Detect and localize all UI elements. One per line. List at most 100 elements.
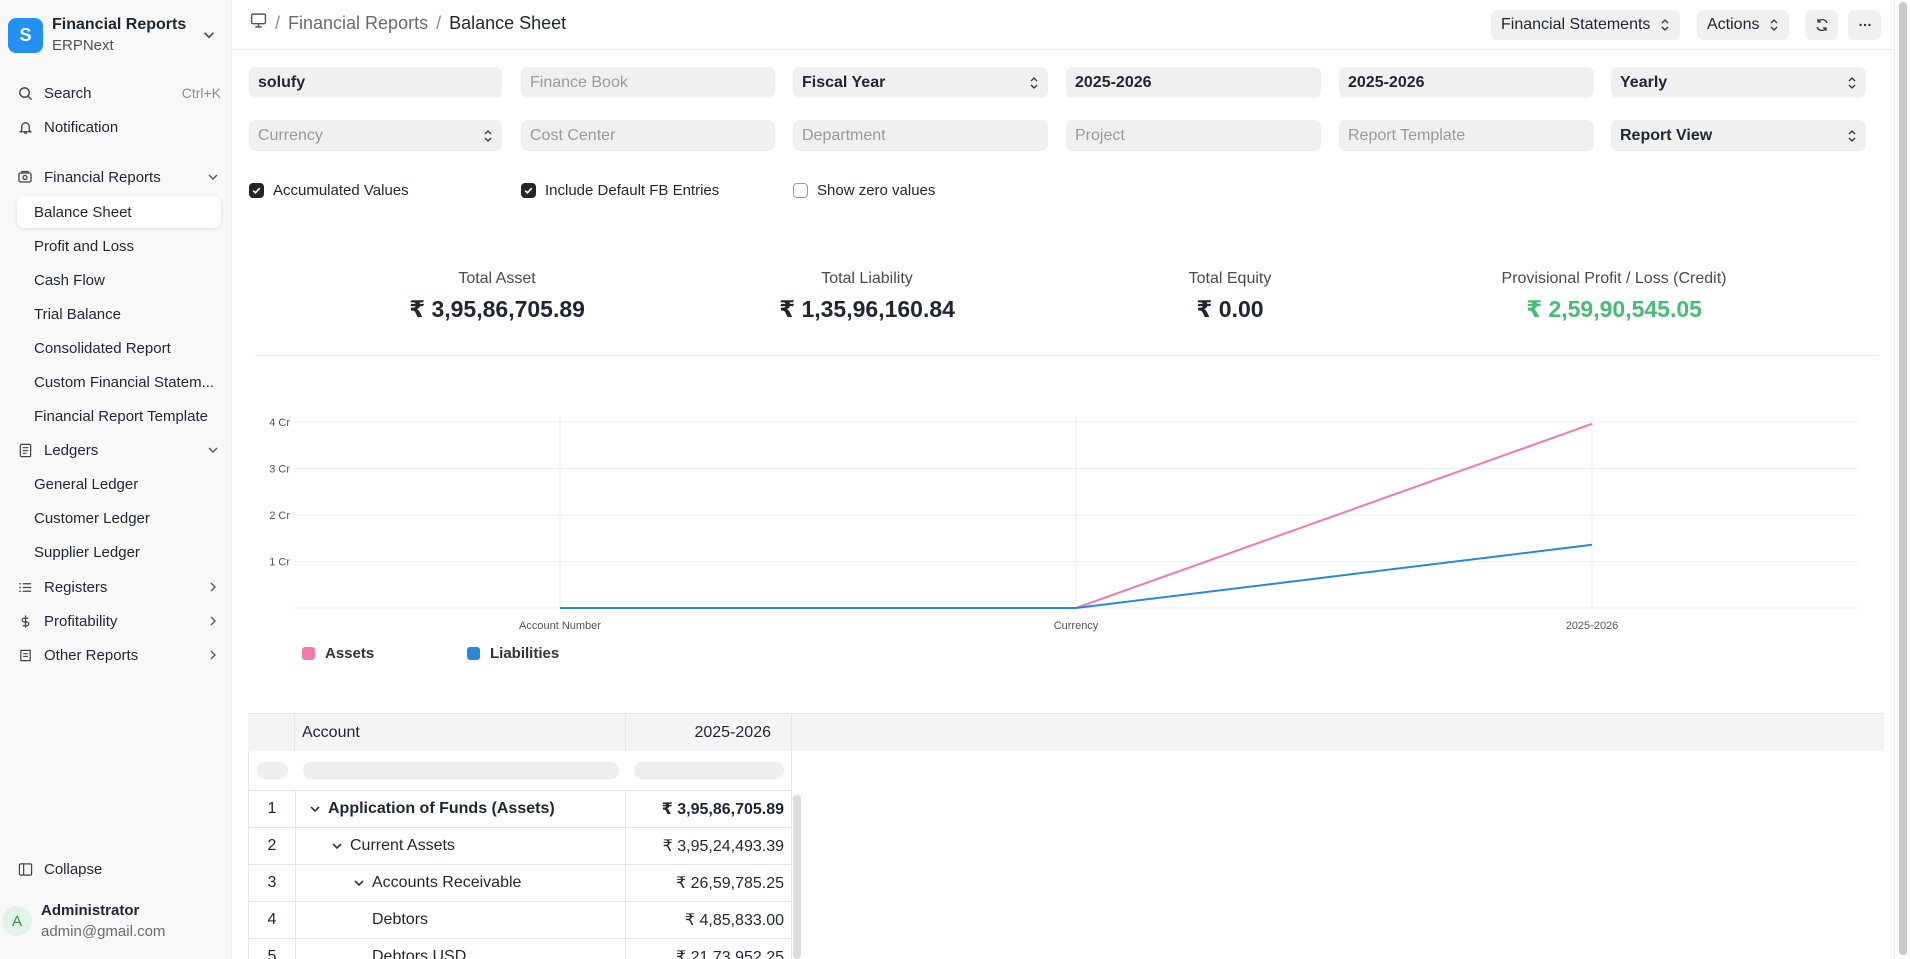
page-scrollbar[interactable] — [1894, 0, 1910, 959]
chevron-down-icon[interactable] — [308, 802, 322, 816]
sidebar-item-financial-report-template[interactable]: Financial Report Template — [17, 400, 221, 432]
table-row[interactable]: 3 Accounts Receivable ₹ 26,59,785.25 — [248, 865, 792, 902]
line-chart: 1 Cr 2 Cr 3 Cr 4 Cr Account Number Currency 20… — [269, 416, 1858, 632]
table-header: Account 2025-2026 — [248, 713, 1884, 752]
cost-center-field[interactable]: Cost Center — [521, 120, 775, 151]
legend-label: Liabilities — [490, 645, 560, 662]
sidebar-item-general-ledger[interactable]: General Ledger — [17, 468, 221, 500]
financial-statements-dropdown[interactable]: Financial Statements — [1491, 10, 1681, 40]
chevron-down-icon[interactable] — [352, 876, 366, 890]
legend-label: Assets — [325, 645, 375, 662]
list-icon — [16, 578, 34, 596]
checkbox-label: Show zero values — [817, 181, 936, 199]
breadcrumb-financial-reports[interactable]: Financial Reports — [288, 12, 429, 33]
report-view-select[interactable]: Report View — [1611, 120, 1866, 151]
account-name: Debtors USD — [372, 948, 467, 959]
document-icon — [16, 646, 34, 664]
report-summary: Total Asset ₹ 3,95,86,705.89 Total Liabi… — [255, 262, 1879, 356]
more-button[interactable] — [1848, 10, 1881, 40]
table-row[interactable]: 2 Current Assets ₹ 3,95,24,493.39 — [248, 828, 792, 865]
from-fiscal-year-field[interactable]: 2025-2026 — [1066, 67, 1321, 98]
user-name: Administrator — [41, 902, 140, 919]
row-index-header — [248, 714, 295, 752]
department-placeholder: Department — [802, 126, 886, 144]
sidebar-item-consolidated-report[interactable]: Consolidated Report — [17, 332, 221, 364]
legend-item-liabilities[interactable]: Liabilities — [467, 645, 559, 662]
table-row[interactable]: 5 Debtors USD ₹ 21,73,952.25 — [248, 939, 792, 959]
to-fiscal-year-field[interactable]: 2025-2026 — [1339, 67, 1594, 98]
row-index: 5 — [249, 939, 296, 959]
project-field[interactable]: Project — [1066, 120, 1321, 151]
table-row[interactable]: 1 Application of Funds (Assets) ₹ 3,95,86,… — [248, 791, 792, 828]
sidebar-section-other-reports[interactable]: Other Reports — [16, 640, 221, 670]
amount-cell: ₹ 21,73,952.25 — [675, 949, 784, 959]
periodicity-value: Yearly — [1620, 73, 1668, 91]
actions-dropdown[interactable]: Actions — [1697, 10, 1790, 40]
sidebar-section-profitability[interactable]: Profitability — [16, 606, 221, 636]
checkbox-label: Accumulated Values — [273, 181, 409, 199]
sidebar-item-trial-balance[interactable]: Trial Balance — [17, 298, 221, 330]
sidebar-item-label: Customer Ledger — [34, 509, 150, 527]
summary-label: Provisional Profit / Loss (Credit) — [1501, 270, 1727, 287]
user-menu[interactable]: A Administrator admin@gmail.com — [0, 896, 232, 946]
more-icon — [1858, 23, 1871, 27]
report-template-field[interactable]: Report Template — [1339, 120, 1594, 151]
sidebar-item-label: Supplier Ledger — [34, 543, 140, 561]
sidebar-item-supplier-ledger[interactable]: Supplier Ledger — [17, 536, 221, 568]
filter-cell-amount[interactable] — [634, 762, 784, 779]
legend-swatch — [467, 647, 480, 660]
account-cell: Debtors — [296, 902, 626, 938]
monitor-icon[interactable] — [250, 12, 267, 34]
sidebar-item-label: Cash Flow — [34, 271, 105, 289]
filter-cell-account[interactable] — [303, 762, 619, 779]
finance-book-field[interactable]: Finance Book — [521, 67, 775, 98]
sidebar-notification[interactable]: Notification — [16, 112, 221, 142]
user-email: admin@gmail.com — [41, 923, 166, 940]
financial-statements-label: Financial Statements — [1501, 16, 1651, 33]
refresh-button[interactable] — [1805, 10, 1838, 40]
account-name: Debtors — [372, 911, 429, 928]
sidebar-item-balance-sheet[interactable]: Balance Sheet — [17, 196, 221, 228]
chevron-down-icon[interactable] — [330, 839, 344, 853]
collapse-icon — [16, 860, 34, 878]
summary-label: Total Asset — [458, 270, 536, 287]
checkbox-label: Include Default FB Entries — [545, 181, 720, 199]
page-scrollbar-thumb[interactable] — [1899, 2, 1907, 955]
column-header-account[interactable]: Account — [302, 724, 360, 741]
summary-provisional-profit-loss: Provisional Profit / Loss (Credit) ₹ 2,5… — [1464, 270, 1764, 323]
sidebar-collapse[interactable]: Collapse — [16, 854, 221, 884]
sidebar-notification-label: Notification — [44, 118, 119, 136]
app-switcher[interactable]: S Financial Reports ERPNext — [8, 12, 224, 58]
sidebar-item-profit-and-loss[interactable]: Profit and Loss — [17, 230, 221, 262]
department-field[interactable]: Department — [793, 120, 1048, 151]
show-zero-values-checkbox[interactable]: Show zero values — [793, 180, 935, 200]
sidebar-search-label: Search — [44, 84, 92, 102]
currency-select[interactable]: Currency — [249, 120, 502, 151]
accumulated-values-checkbox[interactable]: Accumulated Values — [249, 180, 409, 200]
sidebar-section-financial-reports[interactable]: Financial Reports — [16, 162, 221, 192]
summary-value: ₹ 2,59,90,545.05 — [1526, 296, 1702, 322]
column-header-period[interactable]: 2025-2026 — [625, 714, 792, 752]
sidebar-item-customer-ledger[interactable]: Customer Ledger — [17, 502, 221, 534]
include-default-fb-checkbox[interactable]: Include Default FB Entries — [521, 180, 719, 200]
table-row[interactable]: 4 Debtors ₹ 4,85,833.00 — [248, 902, 792, 939]
period-type-select[interactable]: Fiscal Year — [793, 67, 1048, 98]
sidebar-item-custom-financial-statement[interactable]: Custom Financial Statem... — [17, 366, 221, 398]
sidebar-section-ledgers[interactable]: Ledgers — [16, 435, 221, 465]
sidebar-section-registers[interactable]: Registers — [16, 572, 221, 602]
series-line-liabilities[interactable] — [560, 543, 1593, 609]
legend-item-assets[interactable]: Assets — [302, 645, 374, 662]
table-scrollbar[interactable] — [793, 795, 801, 959]
page-header: / Financial Reports / Balance Sheet Fina… — [232, 0, 1910, 50]
report-view-value: Report View — [1620, 126, 1713, 144]
sidebar-search[interactable]: Search Ctrl+K — [16, 78, 221, 108]
sidebar-item-label: Trial Balance — [34, 305, 121, 323]
periodicity-select[interactable]: Yearly — [1611, 67, 1866, 98]
dollar-icon — [16, 612, 34, 630]
sidebar-item-label: Custom Financial Statem... — [34, 373, 215, 391]
row-index: 4 — [249, 902, 296, 938]
select-arrows-icon — [1848, 76, 1856, 89]
company-field[interactable]: solufy — [249, 67, 502, 98]
filter-cell-placeholder — [257, 762, 288, 779]
sidebar-item-cash-flow[interactable]: Cash Flow — [17, 264, 221, 296]
